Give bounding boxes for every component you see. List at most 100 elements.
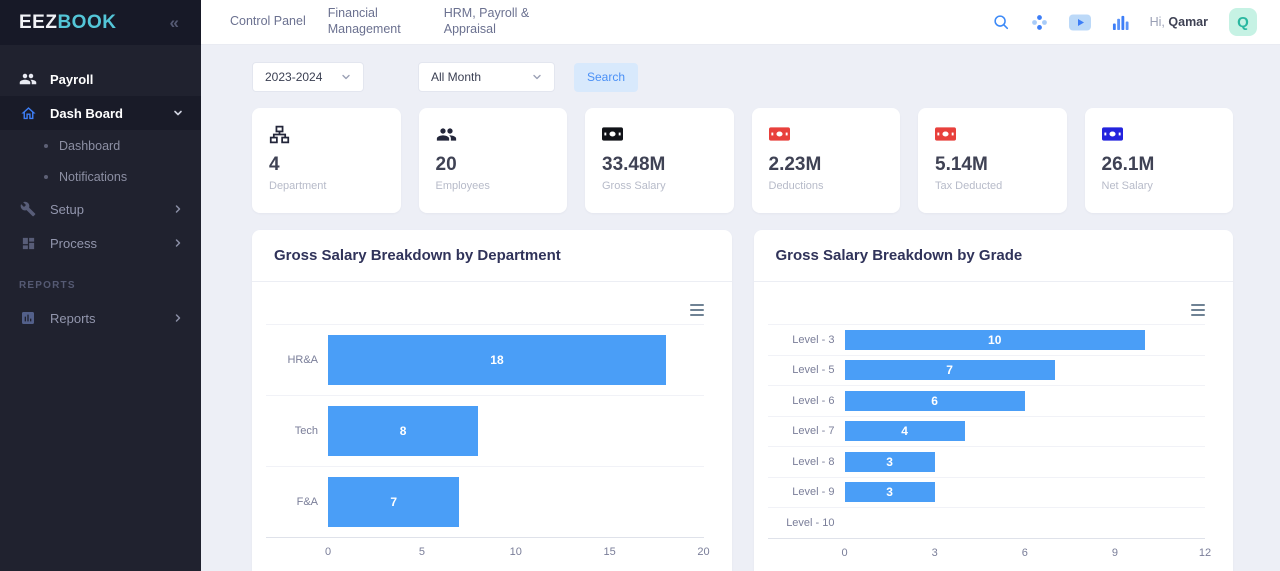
chevron-down-icon [173, 108, 183, 118]
nav-link-hrm-payroll-appraisal[interactable]: HRM, Payroll & Appraisal [443, 6, 530, 36]
bullet-icon [44, 143, 48, 148]
category-label: Level - 8 [792, 455, 835, 468]
greeting-prefix: Hi, [1149, 15, 1165, 29]
sidebar-item-process[interactable]: Process [0, 226, 201, 260]
home-icon [19, 104, 37, 122]
apps-dots-icon[interactable] [1031, 14, 1048, 31]
x-tick-label: 20 [697, 546, 710, 558]
sidebar-item-payroll[interactable]: Payroll [0, 62, 201, 96]
sidebar-subitem-label: Notifications [59, 169, 128, 184]
sidebar: EEZBOOK « Payroll Dash Board [0, 0, 201, 571]
sidebar-subitem-notifications[interactable]: Notifications [0, 161, 201, 192]
sitemap-icon [269, 123, 384, 145]
stat-cards: 4 Department 20 Employees 33.48M Gross S… [252, 108, 1233, 213]
bullet-icon [44, 174, 48, 179]
chart-menu-icon[interactable] [1191, 304, 1205, 316]
category-label: Tech [294, 425, 318, 437]
sidebar-item-label: Payroll [50, 71, 94, 87]
bar-value-label: 4 [901, 424, 908, 439]
stat-label: Department [269, 180, 327, 192]
chart-row: Level - 9 3 [767, 478, 1206, 508]
avatar[interactable]: Q [1229, 8, 1257, 36]
x-tick-label: 12 [1198, 546, 1212, 559]
money-icon [935, 123, 1050, 145]
search-button[interactable]: Search [574, 62, 638, 92]
logo-text-primary: EEZ [19, 11, 58, 33]
chart-row: Tech 8 [266, 396, 704, 467]
chart-card-grade: Gross Salary Breakdown by Grade Level - … [753, 230, 1233, 571]
category-label: Level - 7 [792, 425, 835, 438]
year-select[interactable]: 2023-2024 [252, 62, 364, 92]
sidebar-item-label: Process [50, 235, 97, 251]
chart-header: Gross Salary Breakdown by Department [252, 230, 732, 282]
bar-track: 3 [844, 447, 1206, 477]
chevron-down-icon [341, 72, 351, 82]
bar-track: 6 [844, 386, 1206, 416]
bar-track: 10 [844, 325, 1206, 355]
bar-value-label: 18 [490, 353, 504, 367]
month-select[interactable]: All Month [418, 62, 555, 92]
bar-track: 7 [844, 356, 1206, 386]
money-icon [602, 123, 717, 145]
main-area: Control Panel Financial Management HRM, … [201, 0, 1280, 571]
chart-row: F&A 7 [266, 467, 704, 538]
chart-row: HR&A 18 [266, 325, 704, 396]
stat-card-gross-salary: 33.48M Gross Salary [585, 108, 734, 213]
category-label: Level - 5 [792, 364, 835, 377]
sidebar-collapse-icon[interactable]: « [169, 13, 179, 32]
user-greeting: Hi, Qamar [1150, 15, 1208, 29]
nav-link-financial-management[interactable]: Financial Management [327, 6, 401, 36]
chevron-right-icon [173, 238, 183, 248]
chart-row: Level - 8 3 [767, 447, 1206, 478]
chart-row: Level - 7 4 [767, 417, 1205, 447]
sidebar-item-setup[interactable]: Setup [0, 192, 201, 226]
department-bar-chart: HR&A 18 Tech 8 F&A 7 0 5 10 15 20 [252, 282, 732, 560]
chart-card-department: Gross Salary Breakdown by Department HR&… [252, 230, 732, 571]
search-icon[interactable] [992, 13, 1010, 31]
chart-section: Gross Salary Breakdown by Department HR&… [252, 230, 1233, 571]
bar: 7 [328, 477, 460, 527]
dashboard-content: 2023-2024 All Month Search [201, 45, 1280, 571]
stat-card-deductions: 2.23M Deductions [751, 108, 900, 213]
sidebar-nav: Payroll Dash Board Dashboard Notificatio… [0, 45, 201, 335]
sidebar-header: EEZBOOK « [0, 0, 201, 45]
sidebar-item-dashboard[interactable]: Dash Board [0, 96, 201, 130]
tools-icon [19, 200, 37, 218]
stat-value: 26.1M [1101, 154, 1155, 175]
bar-value-label: 8 [399, 424, 407, 438]
sidebar-item-reports[interactable]: Reports [0, 301, 201, 335]
bar-value-label: 6 [931, 393, 938, 408]
category-label: Level - 3 [792, 333, 835, 346]
x-tick-label: 0 [841, 546, 848, 559]
x-axis: 0 5 10 15 20 [266, 544, 710, 560]
chart-menu-icon[interactable] [689, 304, 704, 316]
x-tick-label: 0 [324, 546, 332, 558]
chart-row: Level - 10 [767, 508, 1205, 539]
chevron-right-icon [173, 204, 183, 214]
chart-plot-area: Level - 3 10 Level - 5 7 Level - 6 6 Level - 7… [767, 324, 1206, 539]
stat-label: Tax Deducted [935, 180, 1003, 192]
topbar: Control Panel Financial Management HRM, … [201, 0, 1280, 45]
year-select-value: 2023-2024 [265, 70, 323, 84]
chart-row: Level - 3 10 [767, 325, 1206, 356]
category-label: HR&A [287, 354, 318, 366]
bar: 3 [844, 451, 935, 472]
stat-value: 20 [435, 154, 457, 175]
money-icon [768, 123, 884, 145]
nav-link-control-panel[interactable]: Control Panel [230, 14, 306, 29]
chart-header: Gross Salary Breakdown by Grade [753, 230, 1233, 282]
bar: 8 [328, 406, 479, 456]
play-icon[interactable] [1068, 14, 1091, 31]
stat-value: 2.23M [768, 154, 822, 175]
app-logo[interactable]: EEZBOOK [19, 12, 116, 34]
bar-value-label: 3 [886, 454, 893, 469]
bar: 18 [328, 335, 666, 385]
category-label: Level - 10 [786, 516, 835, 529]
chart-title: Gross Salary Breakdown by Grade [775, 247, 1023, 264]
sidebar-subitem-dashboard[interactable]: Dashboard [0, 130, 201, 161]
category-label: Level - 6 [792, 394, 835, 407]
bar-chart-icon[interactable] [1112, 14, 1129, 31]
bar-track: 3 [844, 478, 1206, 508]
bar: 3 [844, 482, 935, 503]
